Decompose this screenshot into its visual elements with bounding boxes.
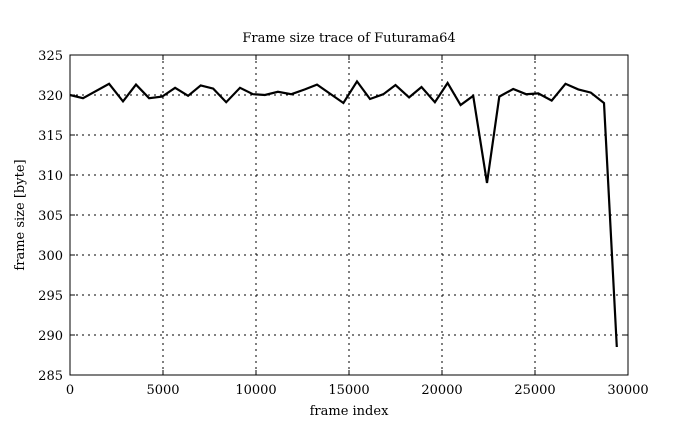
y-tick-label: 290	[38, 329, 63, 344]
x-tick-label: 30000	[607, 383, 648, 398]
x-tick-label: 10000	[235, 383, 276, 398]
x-tick-label: 5000	[146, 383, 179, 398]
y-axis-label: frame size [byte]	[13, 159, 28, 270]
x-axis-label: frame index	[310, 404, 389, 419]
x-tick-label: 20000	[421, 383, 462, 398]
x-tick-label: 25000	[514, 383, 555, 398]
y-tick-label: 285	[38, 369, 63, 384]
chart-title: Frame size trace of Futurama64	[242, 31, 455, 46]
x-tick-label: 0	[66, 383, 74, 398]
x-tick-label: 15000	[328, 383, 369, 398]
y-tick-label: 315	[38, 129, 63, 144]
y-tick-label: 320	[38, 89, 63, 104]
y-tick-label: 310	[38, 169, 63, 184]
y-tick-label: 300	[38, 249, 63, 264]
grid	[70, 55, 628, 375]
y-tick-label: 295	[38, 289, 63, 304]
y-tick-label: 325	[38, 49, 63, 64]
y-tick-label: 305	[38, 209, 63, 224]
